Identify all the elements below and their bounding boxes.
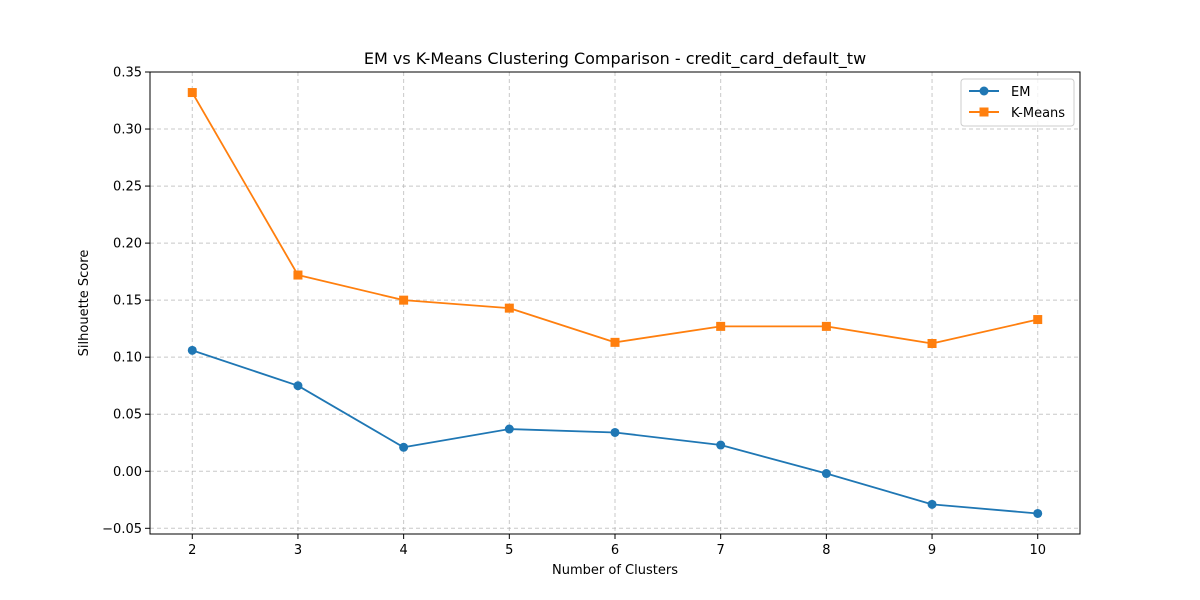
data-point-em [399,442,409,452]
legend-em-label: EM [1011,85,1030,100]
y-tick-label: 0.05 [113,408,142,423]
axis-ticks: 2 3 4 5 6 7 8 9 10 −0.05 0.00 0.05 0.10 0.15 0.20 0.25 0… [102,66,1046,559]
series-em [187,345,1043,518]
data-point-em [610,427,620,437]
data-point-em [927,499,937,509]
y-tick-label: 0.30 [113,123,142,138]
data-point-em [187,345,197,355]
series-lines [187,88,1043,518]
y-tick-label: 0.35 [113,66,142,81]
data-point-em [821,469,831,479]
y-tick-label: 0.25 [113,180,142,195]
data-point-kmeans [716,321,726,331]
x-tick-label: 4 [399,543,407,558]
y-tick-label: 0.20 [113,237,142,252]
legend-kmeans-marker [979,107,989,117]
x-tick-label: 2 [188,543,196,558]
legend: EM K-Means [960,78,1075,127]
series-kmeans [187,88,1043,348]
chart-title: EM vs K-Means Clustering Comparison - cr… [364,49,866,69]
x-tick-label: 7 [717,543,725,558]
data-point-kmeans [187,88,197,98]
data-point-kmeans [610,337,620,347]
data-point-em [504,424,514,434]
x-tick-label: 8 [822,543,830,558]
data-point-kmeans [821,321,831,331]
y-tick-label: −0.05 [102,522,142,537]
data-point-kmeans [399,295,409,305]
x-tick-label: 6 [611,543,619,558]
legend-em-marker [979,86,989,96]
y-tick-label: 0.15 [113,294,142,309]
x-axis-label: Number of Clusters [552,563,678,578]
legend-kmeans-label: K-Means [1011,106,1065,121]
x-tick-label: 5 [505,543,513,558]
x-tick-label: 10 [1029,543,1046,558]
data-point-kmeans [927,338,937,348]
data-point-kmeans [293,270,303,280]
data-point-em [716,440,726,450]
x-tick-label: 9 [928,543,936,558]
y-tick-label: 0.00 [113,465,142,480]
y-axis-label: Silhouette Score [77,250,92,357]
data-point-kmeans [1033,315,1043,325]
data-point-em [1033,508,1043,518]
y-tick-label: 0.10 [113,351,142,366]
data-point-em [293,381,303,391]
x-tick-label: 3 [294,543,302,558]
data-point-kmeans [504,303,514,313]
